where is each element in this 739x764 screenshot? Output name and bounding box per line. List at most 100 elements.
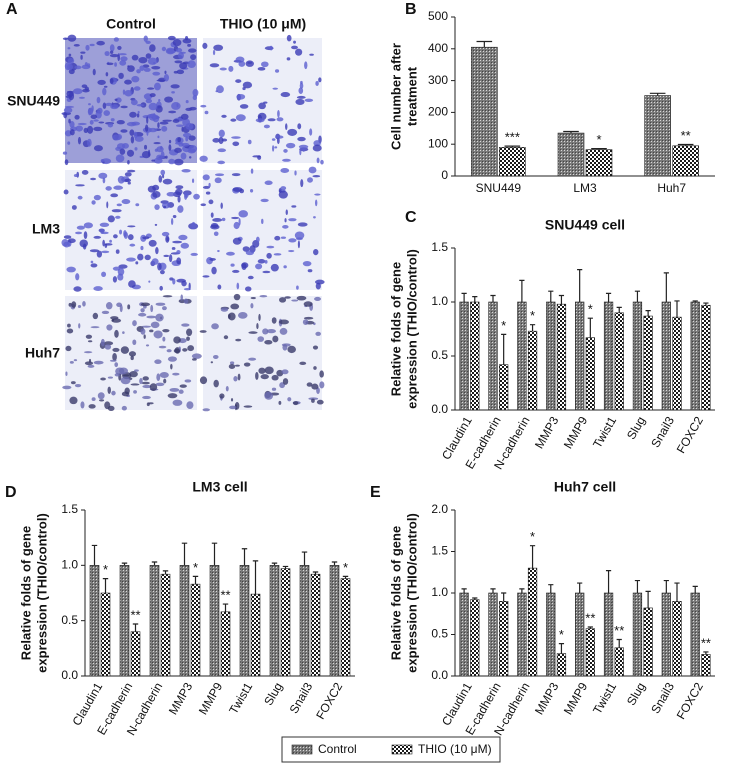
cell-blob xyxy=(117,273,124,281)
cell-blob xyxy=(245,60,254,67)
cell-blob xyxy=(177,136,182,143)
cell-blob xyxy=(173,158,184,166)
cell-blob xyxy=(172,119,180,123)
cell-blob xyxy=(144,144,148,150)
cell-blob xyxy=(132,320,137,327)
cell-blob xyxy=(73,88,83,95)
cell-blob xyxy=(104,243,108,248)
error-bar xyxy=(461,588,467,593)
cell-blob xyxy=(288,249,295,253)
cell-blob xyxy=(278,319,289,325)
cell-blob xyxy=(278,297,287,303)
cell-blob xyxy=(100,159,105,163)
cell-blob xyxy=(71,205,77,210)
y-axis-label: expression (THIO/control) xyxy=(34,513,49,673)
cell-blob xyxy=(150,321,160,329)
cell-blob xyxy=(211,323,219,330)
cell-blob xyxy=(275,135,284,139)
cell-blob xyxy=(309,128,313,136)
cell-blob xyxy=(135,203,140,207)
cell-blob xyxy=(186,328,193,337)
cell-blob xyxy=(155,247,159,255)
cell-blob xyxy=(62,151,68,155)
cell-blob xyxy=(271,138,276,141)
cell-blob xyxy=(66,328,74,334)
cell-blob xyxy=(158,98,161,102)
cell-blob xyxy=(242,246,250,252)
cell-blob xyxy=(77,136,82,145)
cell-blob xyxy=(136,113,140,118)
cell-blob xyxy=(183,298,189,304)
cell-blob xyxy=(232,269,240,273)
bar xyxy=(471,46,498,177)
micrograph xyxy=(203,38,322,163)
cell-blob xyxy=(159,270,165,275)
cell-blob xyxy=(258,313,261,322)
cell-blob xyxy=(67,323,71,328)
cell-blob xyxy=(308,166,317,174)
cell-blob xyxy=(89,43,95,47)
cell-blob xyxy=(163,254,170,258)
cell-blob xyxy=(129,370,138,378)
cell-blob xyxy=(100,338,105,347)
error-bar xyxy=(645,310,651,317)
cell-blob xyxy=(291,45,298,50)
cell-blob xyxy=(313,366,317,370)
cell-blob xyxy=(114,373,120,377)
cell-blob xyxy=(314,193,321,196)
cell-blob xyxy=(116,143,126,150)
bar xyxy=(661,301,671,411)
cell-blob xyxy=(217,160,226,165)
error-bar xyxy=(591,148,607,150)
x-tick-label: FOXC2 xyxy=(674,680,706,722)
cell-blob xyxy=(154,223,158,226)
cell-blob xyxy=(169,387,180,392)
cell-blob xyxy=(314,296,321,302)
cell-blob xyxy=(88,103,91,106)
cell-blob xyxy=(142,376,149,381)
cell-blob xyxy=(165,235,170,243)
bar xyxy=(488,301,498,411)
bar xyxy=(644,95,671,177)
cell-blob xyxy=(170,363,173,370)
x-tick-label: MMP9 xyxy=(196,680,226,717)
bar xyxy=(340,578,351,677)
cell-blob xyxy=(176,278,186,283)
panel-letter: C xyxy=(405,209,417,226)
error-bar xyxy=(472,296,478,302)
cell-blob xyxy=(107,215,115,223)
cell-blob xyxy=(320,159,324,165)
cell-blob xyxy=(312,144,322,152)
cell-blob xyxy=(284,218,287,223)
y-tick-label: 1.0 xyxy=(61,558,78,572)
cell-blob xyxy=(143,334,146,339)
cell-blob xyxy=(233,221,240,230)
cell-blob xyxy=(140,328,146,335)
cell-blob xyxy=(161,125,168,132)
cell-blob xyxy=(150,304,154,313)
cell-blob xyxy=(119,229,123,235)
cell-blob xyxy=(71,301,77,308)
cell-blob xyxy=(118,53,127,56)
error-bar xyxy=(501,333,507,365)
cell-blob xyxy=(83,127,89,133)
cell-blob xyxy=(109,53,119,58)
cell-blob xyxy=(212,354,219,360)
cell-blob xyxy=(174,147,182,153)
cell-blob xyxy=(75,184,85,187)
cell-blob xyxy=(271,317,277,324)
cell-blob xyxy=(282,158,291,162)
error-bar xyxy=(663,272,669,302)
micrograph xyxy=(203,296,322,410)
cell-blob xyxy=(160,169,166,176)
cell-blob xyxy=(231,173,241,177)
cell-blob xyxy=(250,168,254,174)
bar xyxy=(470,599,480,677)
cell-blob xyxy=(229,405,237,410)
cell-blob xyxy=(208,182,211,188)
cell-blob xyxy=(114,62,117,67)
cell-blob xyxy=(235,114,246,122)
cell-blob xyxy=(271,374,279,381)
x-tick-label: MMP9 xyxy=(561,414,591,451)
cell-blob xyxy=(239,104,249,109)
